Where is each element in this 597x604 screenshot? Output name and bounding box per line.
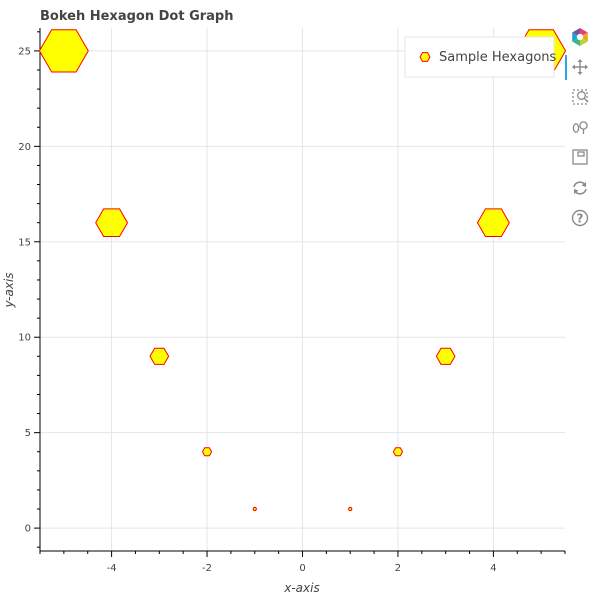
reset-icon[interactable] <box>573 181 587 195</box>
save-icon[interactable] <box>572 149 588 165</box>
hexagon-point <box>149 347 170 365</box>
legend-label: Sample Hexagons <box>439 50 557 65</box>
hexagon-point <box>476 208 510 237</box>
x-tick-label: 4 <box>490 563 496 574</box>
grid <box>40 28 565 551</box>
y-tick-label: 25 <box>18 46 31 57</box>
x-tick-label: -4 <box>107 563 117 574</box>
hexagon-point <box>392 447 404 457</box>
hexagon-point <box>435 347 456 365</box>
box-zoom-icon[interactable] <box>572 89 589 105</box>
x-axis-ticks: -4 -2 0 2 4 <box>39 551 566 574</box>
svg-text:?: ? <box>577 212 584 226</box>
hexagon-point <box>252 507 258 512</box>
y-tick-label: 15 <box>18 237 31 248</box>
bokeh-logo-icon[interactable] <box>572 28 588 46</box>
y-axis-ticks: 0 5 10 15 20 25 <box>18 31 40 548</box>
x-tick-label: 2 <box>395 563 401 574</box>
hexagon-point <box>347 507 353 512</box>
hexagon-point <box>201 447 213 457</box>
wheel-zoom-icon[interactable] <box>572 121 588 134</box>
legend-hexagon-glyph <box>419 52 431 62</box>
y-axis-label: y-axis <box>2 272 16 308</box>
x-tick-label: 0 <box>299 563 305 574</box>
hexagon-point <box>95 208 129 237</box>
pan-icon[interactable] <box>572 59 588 75</box>
y-tick-label: 0 <box>25 524 31 535</box>
y-tick-label: 5 <box>25 428 31 439</box>
legend: Sample Hexagons <box>404 36 557 78</box>
x-axis-label: x-axis <box>283 581 319 595</box>
hexagon-point <box>38 29 89 73</box>
help-icon[interactable]: ? <box>571 209 589 227</box>
toolbar: ? <box>565 28 589 227</box>
x-tick-label: -2 <box>202 563 212 574</box>
y-tick-label: 20 <box>18 142 31 153</box>
chart-title: Bokeh Hexagon Dot Graph <box>40 9 233 24</box>
y-tick-label: 10 <box>18 333 31 344</box>
